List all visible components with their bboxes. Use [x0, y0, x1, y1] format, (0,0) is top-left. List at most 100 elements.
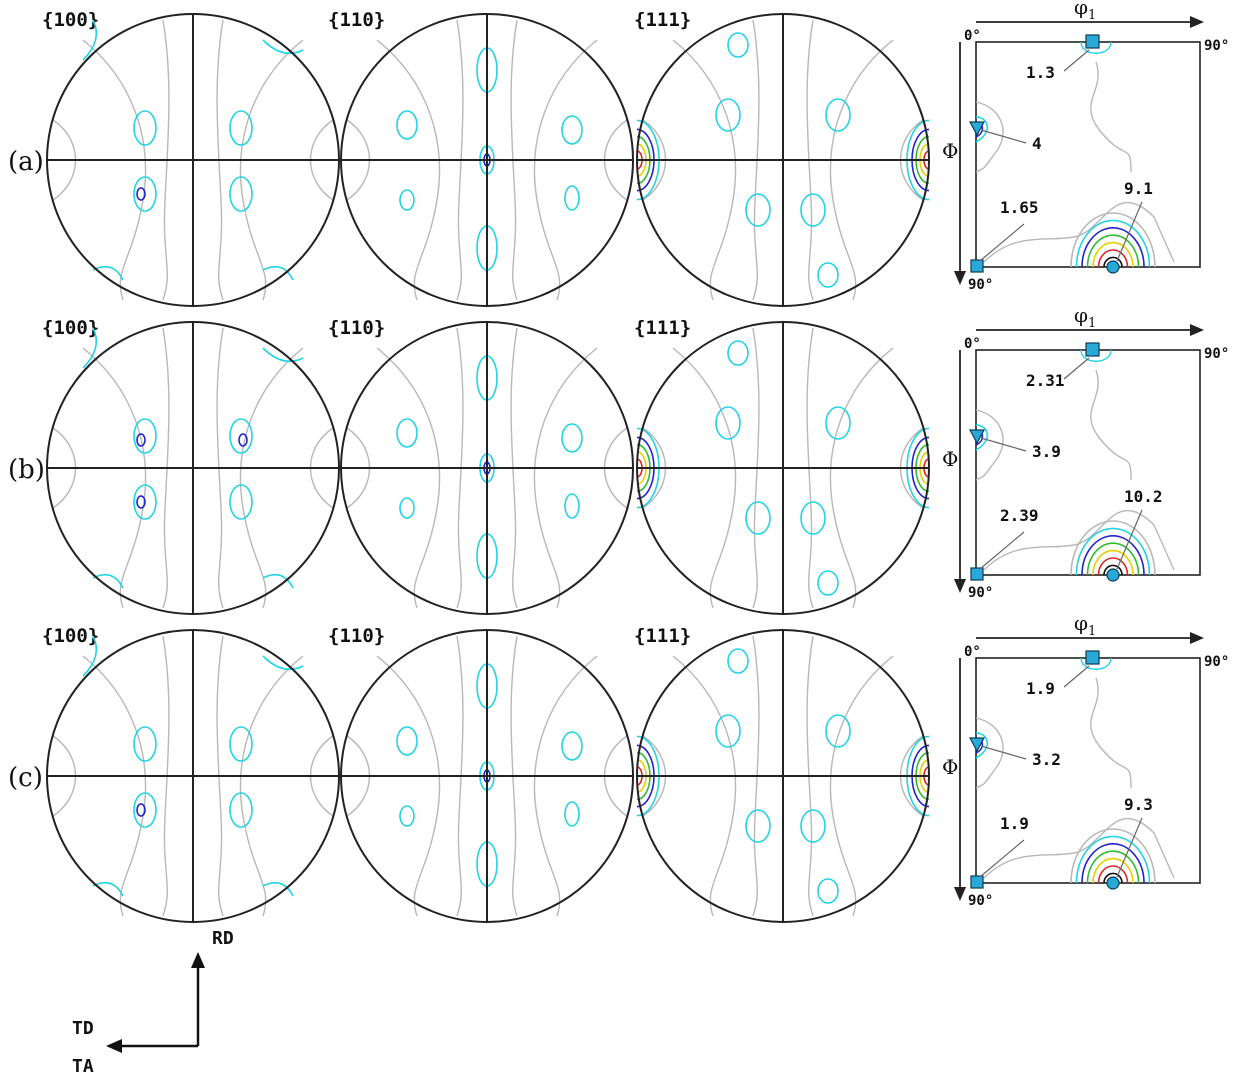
grey-contour — [983, 509, 1175, 571]
figure-row: (a) {100} {110} {111} φ1 Φ 0° 90° 90° 1.3 4 1.65 9.1 — [8, 0, 1229, 307]
blue-contour — [136, 187, 146, 201]
cyan-contour — [800, 501, 826, 535]
phi1-axis-label: φ1 — [1074, 0, 1096, 23]
cyan-contour — [817, 262, 839, 288]
odf-value-label: 1.9 — [1000, 814, 1029, 833]
square-marker-icon — [1085, 34, 1100, 49]
odf-bottom-label: 90° — [968, 893, 993, 909]
blue-contour — [136, 803, 146, 817]
cyan-contour — [745, 501, 771, 535]
row-label: (c) — [8, 763, 43, 793]
grey-contour — [82, 347, 147, 609]
Phi-axis-label: Φ — [942, 755, 958, 779]
leader-line — [980, 745, 1027, 760]
cyan-contour — [800, 193, 826, 227]
odf-bottom-label: 90° — [968, 585, 993, 601]
cyan-contour — [800, 809, 826, 843]
grey-contour — [456, 19, 464, 301]
cyan-contour — [262, 265, 294, 281]
pole-figure-label: {100} — [42, 625, 99, 647]
phi1-subscript: 1 — [1088, 624, 1096, 639]
cyan-contour — [396, 110, 418, 140]
grey-contour — [456, 327, 464, 609]
cyan-contour — [975, 732, 989, 759]
pole-figure-label: {110} — [328, 625, 385, 647]
cyan-contour — [564, 801, 580, 827]
odf-contour — [1070, 520, 1156, 576]
grey-contour — [1090, 61, 1132, 173]
odf-contour — [1092, 857, 1134, 884]
pole-figure-label: {111} — [634, 9, 691, 31]
phi1-axis-label: φ1 — [1074, 611, 1096, 639]
cyan-contour — [262, 573, 294, 589]
cyan-contour — [975, 424, 989, 451]
grey-contour — [239, 655, 304, 917]
pole-figure: {100} — [42, 625, 340, 923]
odf-value-label: 9.1 — [1124, 179, 1153, 198]
odf-value-label: 4 — [1032, 134, 1042, 153]
odf-value-label: 3.2 — [1032, 750, 1061, 769]
cyan-contour — [229, 110, 253, 146]
odf-value-label: 2.31 — [1026, 371, 1065, 390]
cyan-contour — [825, 98, 851, 132]
phi1-arrowhead-icon — [1190, 16, 1204, 28]
sample-axes-legend: RD TD TA — [72, 928, 234, 1077]
odf-contour — [1092, 549, 1134, 576]
blue-contour — [136, 495, 146, 509]
cyan-contour — [1080, 41, 1112, 54]
pole-figure: {111} — [634, 317, 930, 615]
grey-contour — [829, 347, 894, 609]
leader-line — [980, 129, 1027, 144]
odf-contour — [1081, 535, 1145, 576]
pole-figure: {111} — [634, 9, 930, 307]
leader-line — [1063, 357, 1090, 380]
cyan-contour — [133, 176, 157, 212]
Phi-axis-label: Φ — [942, 447, 958, 471]
leader-line — [1063, 665, 1090, 688]
phi1-subscript: 1 — [1088, 316, 1096, 331]
odf-frame — [975, 41, 1201, 268]
circle-marker-icon — [1106, 260, 1120, 274]
square-marker-icon — [970, 259, 984, 273]
cyan-contour — [229, 418, 253, 454]
leader-line — [1116, 201, 1143, 262]
cyan-contour — [133, 418, 157, 454]
grey-contour — [533, 655, 598, 917]
odf-value-label: 10.2 — [1124, 487, 1163, 506]
figure-row: (b) {100} {110} {111} φ1 Φ 0° 90° 90° 2.31 3.9 2.39… — [8, 303, 1229, 615]
Phi-axis-label: Φ — [942, 139, 958, 163]
odf-value-label: 3.9 — [1032, 442, 1061, 461]
odf-contour — [1086, 234, 1140, 268]
cyan-contour — [975, 116, 989, 143]
cyan-contour — [825, 714, 851, 748]
cyan-contour — [82, 19, 98, 61]
pole-figure-label: {111} — [634, 625, 691, 647]
grey-contour — [162, 327, 170, 609]
grey-contour — [533, 347, 598, 609]
odf-end-label: 90° — [1204, 38, 1229, 54]
odf-value-label: 2.39 — [1000, 506, 1039, 525]
odf-contour — [1103, 872, 1123, 884]
cyan-contour — [817, 570, 839, 596]
cyan-contour — [399, 497, 415, 519]
odf-contour — [1075, 219, 1151, 268]
grey-contour — [82, 39, 147, 301]
phi1-arrowhead-icon — [1190, 324, 1204, 336]
cyan-contour — [561, 115, 583, 145]
pole-figure: {110} — [328, 317, 634, 615]
cyan-contour — [133, 110, 157, 146]
cyan-contour — [229, 176, 253, 212]
odf-contour — [1086, 542, 1140, 576]
Phi-arrowhead-icon — [954, 271, 966, 285]
odf-value-label: 1.9 — [1026, 679, 1055, 698]
odf-contour — [1097, 865, 1129, 884]
odf-contour — [1086, 850, 1140, 884]
odf-origin-label: 0° — [964, 28, 981, 44]
grey-contour — [752, 327, 760, 609]
cyan-contour — [229, 792, 253, 828]
cyan-contour — [715, 714, 741, 748]
grey-contour — [376, 39, 441, 301]
odf-frame — [975, 349, 1201, 576]
pole-figure-label: {100} — [42, 9, 99, 31]
cyan-contour — [396, 418, 418, 448]
